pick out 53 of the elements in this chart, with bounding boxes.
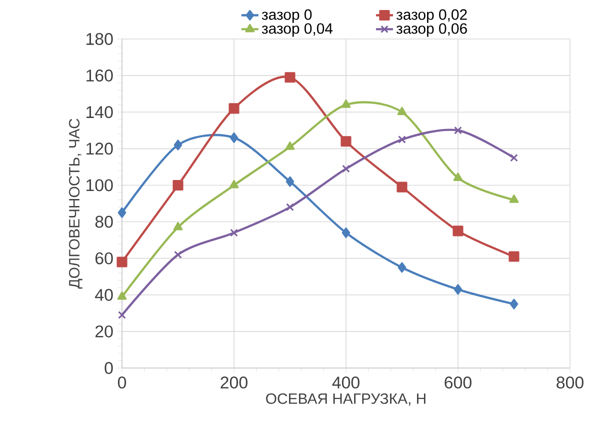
point <box>398 136 406 144</box>
point <box>397 106 407 116</box>
point <box>396 182 408 192</box>
point <box>454 126 462 134</box>
y-tick-label: 20 <box>96 325 113 338</box>
point <box>398 262 406 273</box>
point <box>229 180 239 188</box>
legend-label: зазор 0,04 <box>262 23 333 37</box>
x-axis-title: ОСЕВАЯ НАГРУЗКА, Н <box>266 393 426 406</box>
point <box>342 164 350 173</box>
point <box>341 100 351 108</box>
legend-label: зазор 0,02 <box>396 9 467 23</box>
point <box>340 136 352 147</box>
y-tick-label: 40 <box>95 288 113 301</box>
y-tick-label: 0 <box>104 362 113 374</box>
point <box>118 207 126 218</box>
point <box>284 72 296 83</box>
y-tick-label: 80 <box>95 216 113 228</box>
point <box>454 284 462 295</box>
y-tick-label: 180 <box>86 33 113 45</box>
point <box>453 172 463 181</box>
point <box>510 298 518 310</box>
point <box>173 222 183 230</box>
x-tick-label: 600 <box>444 376 472 389</box>
y-tick-label: 120 <box>86 142 113 155</box>
point <box>286 176 294 187</box>
legend-label: зазор 0 <box>262 9 312 23</box>
point <box>228 103 240 114</box>
point <box>342 227 350 238</box>
y-axis-title: ДОЛГОВЕЧНОСТЬ, ЧАС <box>68 118 82 289</box>
point <box>452 226 464 236</box>
point <box>510 154 518 162</box>
x-tick-label: 400 <box>332 376 360 389</box>
point <box>509 194 519 203</box>
point <box>230 228 238 237</box>
x-tick-label: 800 <box>556 376 584 389</box>
point <box>116 256 128 268</box>
y-tick-label: 60 <box>96 252 113 264</box>
y-tick-label: 140 <box>86 106 113 118</box>
point <box>174 140 182 150</box>
point <box>508 251 520 262</box>
point <box>286 203 294 212</box>
point <box>118 311 126 319</box>
point <box>230 132 238 143</box>
y-tick-label: 100 <box>86 179 113 192</box>
x-tick-label: 0 <box>118 376 126 389</box>
x-tick-label: 200 <box>220 376 248 389</box>
point <box>285 142 295 150</box>
point <box>172 180 184 191</box>
y-tick-label: 160 <box>86 70 113 82</box>
point <box>174 250 182 259</box>
legend-label: зазор 0,06 <box>396 23 467 37</box>
point <box>117 291 127 300</box>
